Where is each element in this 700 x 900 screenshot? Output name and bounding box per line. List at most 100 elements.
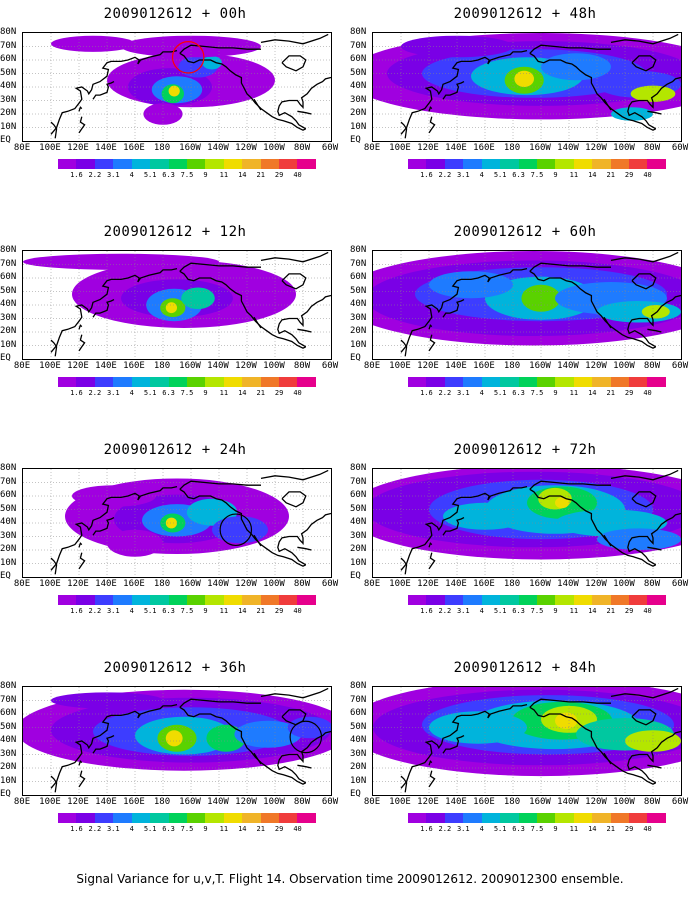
colorbar-swatch — [186, 377, 206, 387]
colorbar-swatch — [242, 377, 261, 387]
colorbar-swatch — [408, 595, 427, 605]
longitude-label: 80W — [293, 361, 311, 371]
colorbar-labels: 1.6 2.2 3.1 4 5.1 6.3 7.5 9 11 14 21 29 40 — [408, 389, 666, 399]
colorbar-label: 21 — [256, 171, 265, 179]
colorbar-label: 40 — [293, 825, 302, 833]
colorbar-label: 3.1 — [456, 389, 470, 397]
colorbar-swatch — [647, 159, 666, 169]
latitude-label: EQ — [350, 135, 361, 145]
colorbar-swatch — [647, 813, 666, 823]
colorbar — [58, 595, 316, 605]
latitude-label: 50N — [350, 67, 367, 78]
coastline — [442, 81, 465, 100]
colorbar-swatch — [94, 377, 114, 387]
coastline — [647, 546, 662, 551]
latitude-label: 80N — [350, 463, 367, 473]
colorbar-label: 29 — [624, 607, 634, 615]
longitude-label: 160E — [473, 797, 495, 807]
latitude-label: 10N — [0, 775, 17, 786]
coastline — [610, 687, 679, 699]
colorbar-label: 9 — [203, 389, 208, 397]
coastline — [529, 52, 657, 131]
colorbar-swatch — [223, 377, 243, 387]
longitude-label: 60W — [321, 361, 339, 371]
coastline — [529, 698, 611, 708]
latitude-label: 20N — [350, 326, 367, 336]
colorbar-swatch — [481, 159, 501, 169]
variance-contour — [107, 529, 163, 557]
coastline — [400, 775, 408, 793]
coastline — [281, 491, 307, 508]
coastline — [179, 698, 261, 708]
coastline — [179, 262, 261, 272]
coastline — [627, 730, 681, 784]
coastline — [400, 49, 528, 135]
coastline — [631, 273, 657, 290]
longitude-label: 120W — [235, 797, 257, 807]
colorbar-swatch — [481, 595, 501, 605]
latitude-label: 60N — [350, 490, 367, 500]
colorbar-label: 9 — [203, 607, 208, 615]
latitude-label: 50N — [350, 721, 367, 732]
colorbar-label: 3.1 — [106, 389, 120, 397]
variance-contour — [597, 528, 681, 550]
colorbar-label: 40 — [643, 607, 652, 615]
latitude-label: EQ — [0, 353, 11, 363]
colorbar — [408, 159, 666, 169]
variance-contour — [287, 716, 331, 739]
colorbar-labels: 1.6 2.2 3.1 4 5.1 6.3 7.5 9 11 14 21 29 40 — [58, 171, 316, 181]
coastline — [50, 267, 178, 353]
coastline — [277, 294, 331, 348]
latitude-label: 50N — [0, 67, 17, 78]
colorbar-swatch — [279, 813, 298, 823]
colorbar-labels: 1.6 2.2 3.1 4 5.1 6.3 7.5 9 11 14 21 29 40 — [58, 607, 316, 617]
colorbar-label: 5.1 — [143, 825, 157, 833]
coastline — [78, 542, 83, 548]
longitude-label: 80E — [363, 143, 381, 153]
colorbar-swatch — [629, 377, 648, 387]
latitude-label: 30N — [350, 312, 367, 323]
latitude-label: EQ — [0, 571, 11, 581]
variance-map — [22, 468, 332, 578]
colorbar-swatch — [205, 377, 224, 387]
coastline — [281, 273, 307, 290]
coastline — [400, 267, 528, 353]
colorbar-label: 21 — [606, 389, 615, 397]
longitude-label: 160E — [473, 579, 495, 589]
map-canvas — [373, 687, 681, 795]
colorbar-labels: 1.6 2.2 3.1 4 5.1 6.3 7.5 9 11 14 21 29 40 — [58, 825, 316, 835]
longitude-label: 140W — [557, 797, 579, 807]
colorbar-label: 14 — [588, 825, 597, 833]
coastline — [647, 110, 662, 115]
coastline — [400, 339, 408, 357]
latitude-label: 40N — [0, 735, 17, 745]
colorbar-label: 29 — [274, 171, 284, 179]
latitude-label: 20N — [0, 326, 17, 336]
colorbar-label: 6.3 — [512, 825, 525, 833]
variance-map — [22, 686, 332, 796]
variance-contour — [514, 70, 534, 87]
colorbar-swatch — [463, 377, 482, 387]
coastline — [50, 339, 58, 357]
colorbar-swatch — [647, 377, 666, 387]
map-canvas — [23, 33, 331, 141]
colorbar-label: 11 — [219, 607, 229, 615]
longitude-axis: 80E 100E 120E 140E 160E 180 160W 140W 120W 100W 80… — [14, 361, 344, 373]
latitude-label: 80N — [350, 681, 367, 691]
longitude-label: 100W — [613, 143, 635, 153]
coastline — [260, 251, 329, 263]
colorbar-label: 5.1 — [143, 607, 157, 615]
colorbar-label: 6.3 — [162, 171, 175, 179]
colorbar-swatch — [592, 377, 611, 387]
colorbar-label: 14 — [238, 171, 247, 179]
panel-title: 2009012612 + 00h — [103, 6, 247, 22]
longitude-axis: 80E 100E 120E 140E 160E 180 160W 140W 120W 100W 80… — [364, 143, 694, 155]
map-panel: 2009012612 + 72h 80N 70N 60N 50N 40N 30N 20N 10N… — [350, 442, 700, 659]
colorbar-label: 7.5 — [530, 825, 544, 833]
coastline — [529, 706, 657, 785]
coastline — [428, 334, 436, 352]
latitude-label: 30N — [0, 312, 17, 323]
colorbar-label: 11 — [219, 389, 229, 397]
longitude-label: 80W — [643, 143, 661, 153]
colorbar-swatch — [94, 595, 114, 605]
